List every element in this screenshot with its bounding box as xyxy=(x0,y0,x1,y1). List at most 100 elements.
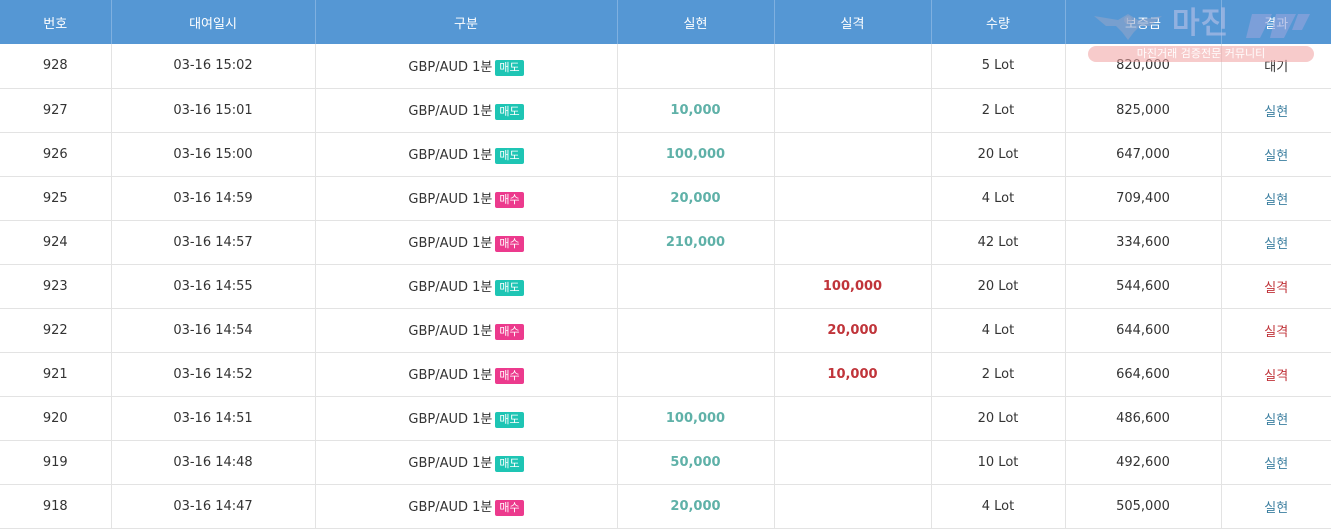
table-row[interactable]: 926 03-16 15:00 GBP/AUD 1분 매도 100,000 20 Lot 6… xyxy=(0,132,1331,177)
header-profit[interactable]: 실현 xyxy=(617,0,775,44)
header-quantity[interactable]: 수량 xyxy=(931,0,1066,44)
cell-number: 919 xyxy=(0,440,112,485)
instrument-label: GBP/AUD 1분 xyxy=(408,368,493,384)
cell-datetime: 03-16 15:00 xyxy=(111,132,316,177)
sell-badge: 매도 xyxy=(495,455,524,472)
cell-datetime: 03-16 14:51 xyxy=(111,396,316,441)
table-row[interactable]: 924 03-16 14:57 GBP/AUD 1분 매수 210,000 42 Lot 3… xyxy=(0,220,1331,265)
cell-datetime: 03-16 14:55 xyxy=(111,264,316,309)
cell-deposit: 820,000 xyxy=(1065,44,1222,89)
cell-datetime: 03-16 14:54 xyxy=(111,308,316,353)
instrument-label: GBP/AUD 1분 xyxy=(408,324,493,340)
header-loss[interactable]: 실격 xyxy=(774,0,932,44)
cell-quantity: 4 Lot xyxy=(931,484,1066,529)
cell-type: GBP/AUD 1분 매도 xyxy=(315,440,618,485)
cell-datetime: 03-16 15:01 xyxy=(111,88,316,133)
table-row[interactable]: 923 03-16 14:55 GBP/AUD 1분 매도 100,000 20 Lot 5… xyxy=(0,264,1331,309)
cell-deposit: 334,600 xyxy=(1065,220,1222,265)
cell-loss xyxy=(774,440,932,485)
cell-deposit: 647,000 xyxy=(1065,132,1222,177)
table-row[interactable]: 919 03-16 14:48 GBP/AUD 1분 매도 50,000 10 Lot 49… xyxy=(0,440,1331,485)
cell-type: GBP/AUD 1분 매도 xyxy=(315,396,618,441)
instrument-label: GBP/AUD 1분 xyxy=(408,412,493,428)
sell-badge: 매도 xyxy=(495,147,524,164)
cell-result: 실현 xyxy=(1221,88,1331,133)
header-result[interactable]: 결과 xyxy=(1221,0,1331,44)
cell-loss: 10,000 xyxy=(774,352,932,397)
table-row[interactable]: 928 03-16 15:02 GBP/AUD 1분 매도 5 Lot 820,000 대기 xyxy=(0,44,1331,89)
cell-type: GBP/AUD 1분 매수 xyxy=(315,352,618,397)
buy-badge: 매수 xyxy=(495,191,524,208)
header-type[interactable]: 구분 xyxy=(315,0,618,44)
buy-badge: 매수 xyxy=(495,367,524,384)
cell-deposit: 505,000 xyxy=(1065,484,1222,529)
sell-badge: 매도 xyxy=(495,411,524,428)
cell-result: 실격 xyxy=(1221,352,1331,397)
cell-loss xyxy=(774,88,932,133)
cell-quantity: 10 Lot xyxy=(931,440,1066,485)
cell-result: 실현 xyxy=(1221,176,1331,221)
instrument-label: GBP/AUD 1분 xyxy=(408,236,493,252)
instrument-label: GBP/AUD 1분 xyxy=(408,500,493,516)
cell-type: GBP/AUD 1분 매도 xyxy=(315,44,618,89)
header-deposit[interactable]: 보증금 xyxy=(1065,0,1222,44)
cell-deposit: 825,000 xyxy=(1065,88,1222,133)
cell-number: 922 xyxy=(0,308,112,353)
table-row[interactable]: 918 03-16 14:47 GBP/AUD 1분 매수 20,000 4 Lot 505… xyxy=(0,484,1331,529)
table-row[interactable]: 921 03-16 14:52 GBP/AUD 1분 매수 10,000 2 Lot 664… xyxy=(0,352,1331,397)
header-number[interactable]: 번호 xyxy=(0,0,112,44)
cell-type: GBP/AUD 1분 매도 xyxy=(315,132,618,177)
cell-deposit: 664,600 xyxy=(1065,352,1222,397)
table-row[interactable]: 920 03-16 14:51 GBP/AUD 1분 매도 100,000 20 Lot 4… xyxy=(0,396,1331,441)
cell-datetime: 03-16 14:52 xyxy=(111,352,316,397)
cell-profit xyxy=(617,352,775,397)
buy-badge: 매수 xyxy=(495,235,524,252)
cell-quantity: 4 Lot xyxy=(931,308,1066,353)
table-row[interactable]: 925 03-16 14:59 GBP/AUD 1분 매수 20,000 4 Lot 709… xyxy=(0,176,1331,221)
cell-number: 927 xyxy=(0,88,112,133)
cell-profit: 100,000 xyxy=(617,396,775,441)
instrument-label: GBP/AUD 1분 xyxy=(408,456,493,472)
cell-deposit: 486,600 xyxy=(1065,396,1222,441)
cell-quantity: 20 Lot xyxy=(931,396,1066,441)
cell-profit: 100,000 xyxy=(617,132,775,177)
instrument-label: GBP/AUD 1분 xyxy=(408,104,493,120)
cell-quantity: 2 Lot xyxy=(931,352,1066,397)
table-row[interactable]: 922 03-16 14:54 GBP/AUD 1분 매수 20,000 4 Lot 644… xyxy=(0,308,1331,353)
cell-result: 실현 xyxy=(1221,132,1331,177)
cell-result: 대기 xyxy=(1221,44,1331,89)
cell-datetime: 03-16 14:57 xyxy=(111,220,316,265)
table-row[interactable]: 927 03-16 15:01 GBP/AUD 1분 매도 10,000 2 Lot 825… xyxy=(0,88,1331,133)
cell-type: GBP/AUD 1분 매수 xyxy=(315,220,618,265)
cell-loss xyxy=(774,220,932,265)
cell-loss xyxy=(774,132,932,177)
cell-deposit: 644,600 xyxy=(1065,308,1222,353)
instrument-label: GBP/AUD 1분 xyxy=(408,192,493,208)
cell-loss: 20,000 xyxy=(774,308,932,353)
cell-number: 925 xyxy=(0,176,112,221)
cell-result: 실격 xyxy=(1221,308,1331,353)
cell-result: 실현 xyxy=(1221,440,1331,485)
cell-type: GBP/AUD 1분 매수 xyxy=(315,176,618,221)
header-datetime[interactable]: 대여일시 xyxy=(111,0,316,44)
cell-type: GBP/AUD 1분 매도 xyxy=(315,264,618,309)
cell-result: 실현 xyxy=(1221,220,1331,265)
sell-badge: 매도 xyxy=(495,59,524,76)
cell-loss xyxy=(774,176,932,221)
cell-profit xyxy=(617,264,775,309)
cell-result: 실현 xyxy=(1221,484,1331,529)
cell-datetime: 03-16 14:48 xyxy=(111,440,316,485)
cell-datetime: 03-16 14:47 xyxy=(111,484,316,529)
cell-type: GBP/AUD 1분 매수 xyxy=(315,484,618,529)
cell-number: 924 xyxy=(0,220,112,265)
cell-number: 920 xyxy=(0,396,112,441)
cell-profit xyxy=(617,44,775,89)
cell-profit: 50,000 xyxy=(617,440,775,485)
cell-quantity: 20 Lot xyxy=(931,264,1066,309)
cell-profit: 20,000 xyxy=(617,484,775,529)
table-header-row: 번호 대여일시 구분 실현 실격 수량 보증금 결과 xyxy=(0,0,1331,44)
cell-datetime: 03-16 15:02 xyxy=(111,44,316,89)
instrument-label: GBP/AUD 1분 xyxy=(408,280,493,296)
